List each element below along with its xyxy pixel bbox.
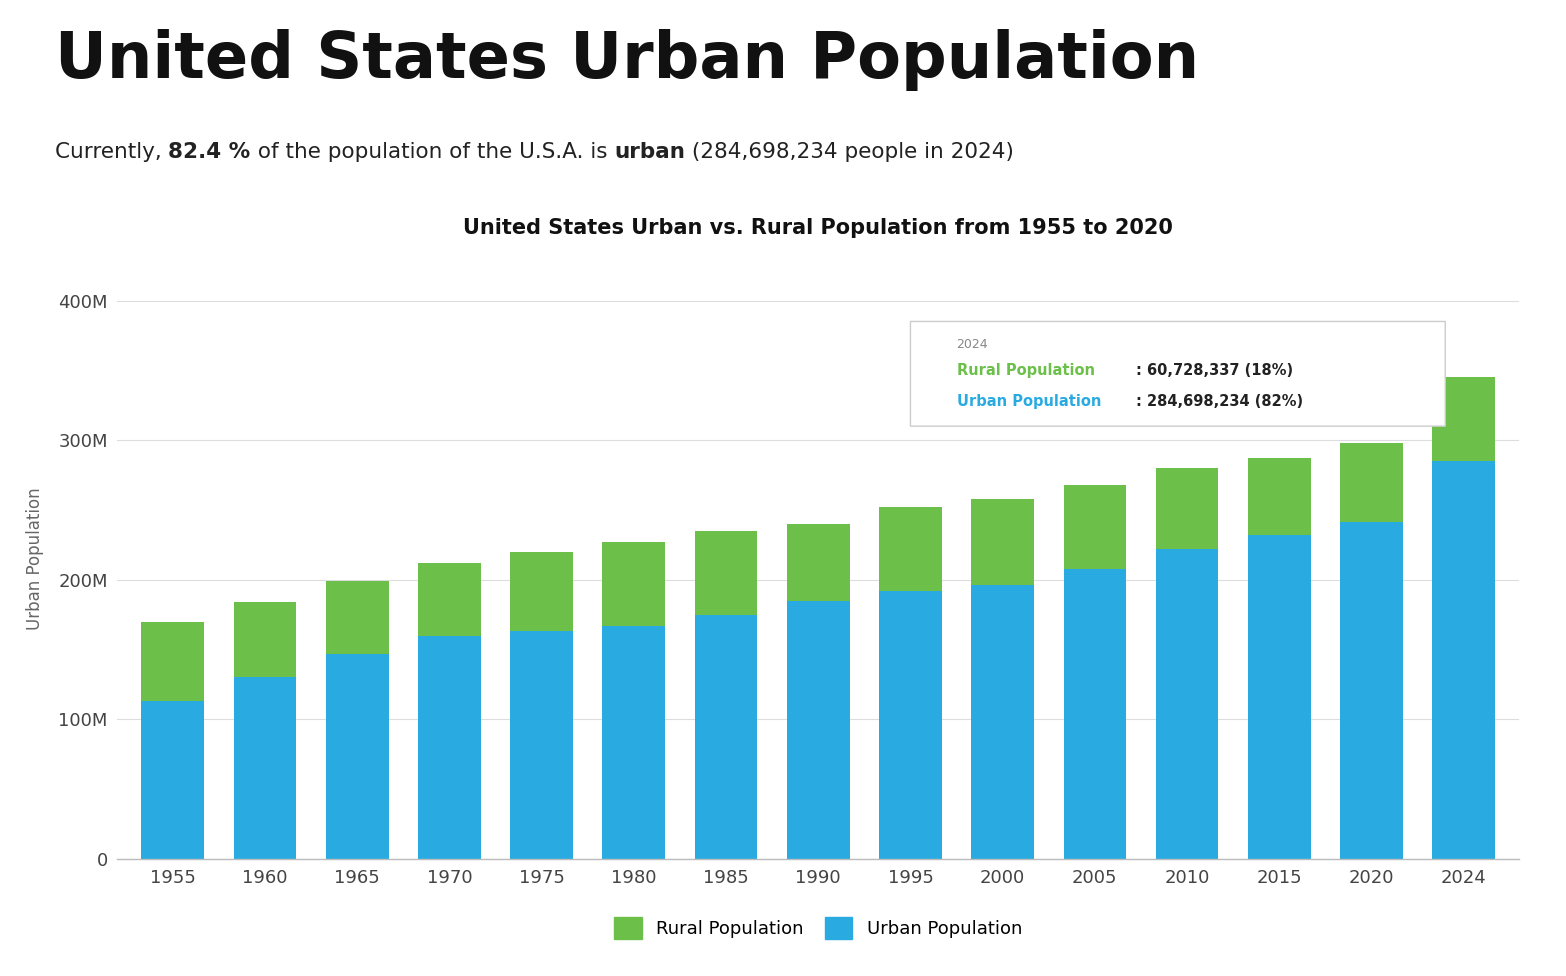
Bar	[1433, 377, 1496, 462]
Bar	[233, 602, 296, 677]
Bar	[418, 563, 481, 635]
Bar	[1433, 462, 1496, 859]
Bar	[1248, 535, 1311, 859]
Bar	[1340, 443, 1403, 522]
Bar	[603, 626, 666, 859]
Bar	[1156, 549, 1218, 859]
Bar	[418, 635, 481, 859]
Bar	[233, 677, 296, 859]
Bar	[971, 586, 1034, 859]
Title: United States Urban vs. Rural Population from 1955 to 2020: United States Urban vs. Rural Population…	[464, 218, 1173, 237]
FancyBboxPatch shape	[910, 321, 1445, 427]
Bar	[511, 551, 573, 631]
Text: 82.4 %: 82.4 %	[169, 142, 251, 161]
Legend: Rural Population, Urban Population: Rural Population, Urban Population	[608, 910, 1029, 946]
Bar	[1063, 485, 1126, 569]
Bar	[1156, 468, 1218, 549]
Text: United States Urban Population: United States Urban Population	[55, 29, 1200, 92]
Bar	[603, 542, 666, 626]
Bar	[879, 590, 941, 859]
Text: of the population of the U.S.A. is: of the population of the U.S.A. is	[251, 142, 614, 161]
Bar	[1063, 569, 1126, 859]
Bar	[971, 499, 1034, 586]
Bar	[695, 615, 758, 859]
Bar	[511, 631, 573, 859]
Bar	[786, 600, 850, 859]
Y-axis label: Urban Population: Urban Population	[27, 487, 44, 630]
Bar	[141, 622, 204, 701]
Text: : 60,728,337 (18%): : 60,728,337 (18%)	[1137, 363, 1294, 379]
Text: urban: urban	[614, 142, 684, 161]
Text: (284,698,234 people in 2024): (284,698,234 people in 2024)	[684, 142, 1013, 161]
Bar	[1248, 459, 1311, 535]
Bar	[1340, 522, 1403, 859]
Bar	[326, 581, 388, 654]
Bar	[786, 524, 850, 600]
Text: Rural Population: Rural Population	[957, 363, 1095, 379]
Text: Urban Population: Urban Population	[957, 394, 1101, 409]
Bar	[326, 654, 388, 859]
Bar	[879, 508, 941, 590]
Text: : 284,698,234 (82%): : 284,698,234 (82%)	[1137, 394, 1303, 409]
Bar	[141, 701, 204, 859]
Bar	[695, 531, 758, 615]
Text: Currently,: Currently,	[55, 142, 169, 161]
Text: 2024: 2024	[957, 339, 988, 351]
